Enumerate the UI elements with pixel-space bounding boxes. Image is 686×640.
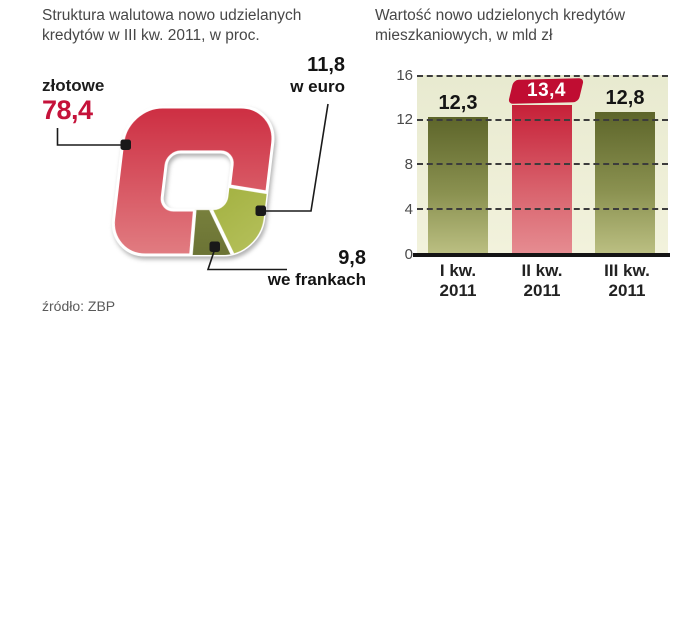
gridline-4: [417, 208, 668, 210]
franki-label: we frankach: [267, 270, 366, 289]
right-chart-title-line1: Wartość nowo udzielonych kredytów: [375, 7, 626, 24]
bar-q3-2011: [595, 112, 655, 255]
connector-franki: [206, 249, 287, 271]
xtick-q3-line1: III kw.: [604, 261, 650, 280]
zlotowe-value: 78,4: [42, 95, 93, 125]
x-axis-baseline: [413, 253, 670, 257]
currency-donut-chart: [56, 103, 329, 271]
left-chart-title-line2: kredytów w III kw. 2011, w proc.: [42, 26, 260, 44]
bar-value-q1: 12,3: [438, 92, 478, 114]
xtick-q3-2011: III kw. 2011: [592, 261, 662, 301]
marker-euro: [255, 205, 266, 216]
bar-q1-2011: [428, 117, 488, 255]
xtick-q1-line2: 2011: [439, 281, 477, 300]
ytick-12: 12: [396, 111, 413, 128]
bar-value-badge-q2: 13,4: [507, 78, 585, 104]
donut-label-franki: 9,8 we frankach: [246, 248, 366, 290]
legend-connectors: [56, 103, 329, 271]
connector-zlotowe: [56, 128, 122, 146]
ytick-4: 4: [404, 201, 413, 218]
gridline-12: [417, 119, 668, 121]
donut-label-zlotowe: złotowe 78,4: [42, 76, 104, 124]
plot-area: [417, 75, 668, 255]
franki-value: 9,8: [338, 247, 366, 269]
xtick-q3-line2: 2011: [608, 281, 646, 300]
source-label: źródło: ZBP: [42, 298, 116, 314]
ytick-8: 8: [404, 156, 413, 173]
ytick-16: 16: [396, 67, 413, 84]
xtick-q1-line1: I kw.: [439, 261, 477, 280]
marker-zlotowe: [120, 139, 131, 150]
bar-value-q3: 12,8: [605, 87, 645, 109]
euro-value: 11,8: [307, 54, 345, 76]
left-chart-title-line1: Struktura walutowa nowo udzielanych: [42, 7, 302, 24]
gridline-16: [417, 75, 668, 77]
bar-q2-2011: [512, 105, 572, 255]
right-chart-title-line2: mieszkaniowych, w mld zł: [375, 26, 553, 44]
right-chart-title: Wartość nowo udzielonych kredytów mieszk…: [375, 6, 675, 45]
donut-label-euro: 11,8 w euro: [225, 55, 345, 97]
euro-label: w euro: [290, 77, 345, 96]
ytick-0: 0: [404, 246, 413, 263]
xtick-q2-line1: II kw.: [521, 261, 563, 280]
connector-markers: [120, 139, 266, 252]
gridline-8: [417, 163, 668, 165]
marker-franki: [209, 241, 220, 252]
bar-chart: 16 12 8 4 0 12,3 13,4 12,8 I kw. 2011 II…: [396, 67, 670, 301]
xtick-q2-2011: II kw. 2011: [507, 261, 577, 301]
xtick-q1-2011: I kw. 2011: [423, 261, 493, 301]
zlotowe-label: złotowe: [42, 76, 105, 95]
donut-segment-franki: [185, 179, 249, 255]
left-chart-title: Struktura walutowa nowo udzielanych kred…: [42, 6, 352, 45]
connector-euro: [264, 103, 329, 212]
bar-value-q2: 13,4: [526, 80, 566, 102]
xtick-q2-line2: 2011: [523, 281, 561, 300]
